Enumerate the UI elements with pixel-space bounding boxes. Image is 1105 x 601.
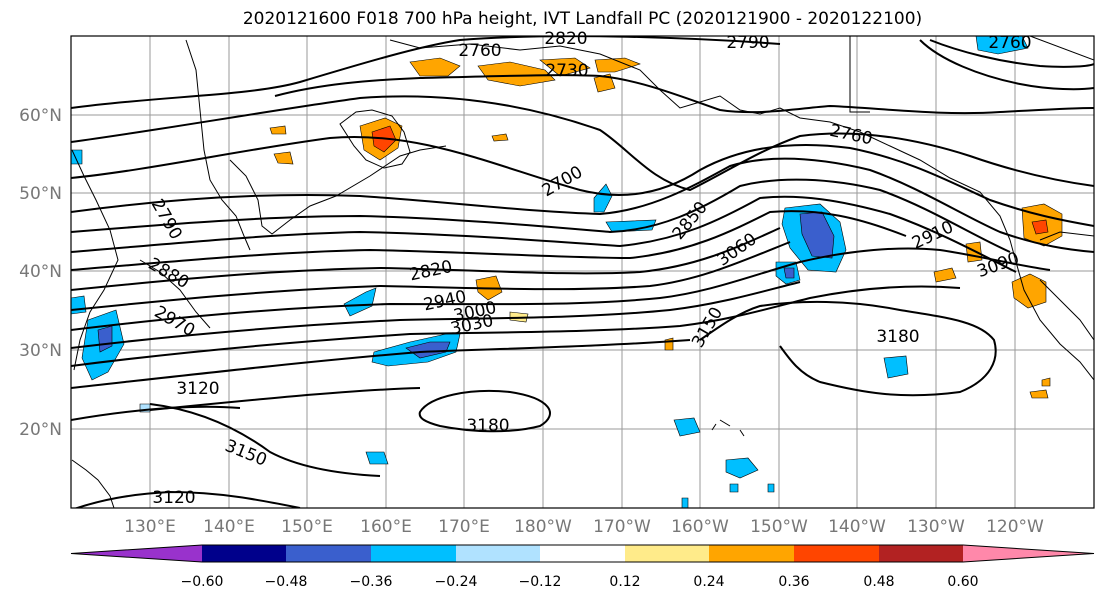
contour-label: 3120 [176,379,219,399]
colorbar-segment [540,545,625,562]
longitude-label: 150°W [750,517,808,537]
latitude-label: 40°N [19,262,62,282]
colorbar-segment [286,545,371,562]
latitude-label: 30°N [19,341,62,361]
latitude-label: 50°N [19,184,62,204]
contour-label: 2820 [544,29,587,49]
longitude-label: 130°W [907,517,965,537]
latitude-label: 60°N [19,106,62,126]
longitude-label: 140°W [828,517,886,537]
colorbar-tick-label: 0.48 [863,574,894,590]
colorbar-tick-labels: −0.60 −0.48 −0.36 −0.24 −0.12 0.12 0.24 … [181,574,979,590]
latitude-label: 20°N [19,420,62,440]
colorbar-segments [70,544,1095,563]
contour-label: 2730 [545,61,588,81]
colorbar-segment [202,545,286,562]
colorbar-segment [879,545,963,562]
longitude-label: 160°W [671,517,729,537]
contour-label: 3120 [152,488,195,508]
longitude-labels: 130°E 140°E 150°E 160°E 170°E 180°W 170°… [124,517,1044,537]
colorbar-segment [709,545,794,562]
colorbar-outline [70,544,1095,563]
colorbar-tick-label: 0.36 [778,574,809,590]
latitude-labels: 60°N 50°N 40°N 30°N 20°N [19,106,62,440]
longitude-label: 130°E [124,517,176,537]
contour-label: 3180 [466,416,509,436]
colorbar-tick-label: −0.48 [265,574,308,590]
colorbar-segment [625,545,709,562]
colorbar-segment [71,545,202,562]
longitude-label: 180°W [514,517,572,537]
longitude-label: 150°E [281,517,333,537]
colorbar-segment [371,545,456,562]
colorbar-tick-label: −0.36 [350,574,393,590]
longitude-label: 140°E [203,517,255,537]
colorbar-tick-label: −0.60 [181,574,224,590]
longitude-label: 160°E [360,517,412,537]
ivt-positive-shading [269,57,1063,399]
colorbar: −0.60 −0.48 −0.36 −0.24 −0.12 0.12 0.24 … [70,544,1095,590]
contour-label: 3180 [876,327,919,347]
contour-label: 2790 [726,33,769,53]
colorbar-tick-label: −0.24 [435,574,478,590]
map-frame [70,35,1095,509]
contour-label: 2760 [988,33,1031,53]
colorbar-tick-label: −0.12 [519,574,562,590]
colorbar-segment [456,545,540,562]
longitude-label: 120°W [986,517,1044,537]
colorbar-tick-label: 0.60 [947,574,978,590]
colorbar-tick-label: 0.24 [693,574,724,590]
height-contours [71,36,1094,508]
contour-label: 2760 [458,41,501,61]
longitude-label: 170°E [438,517,490,537]
colorbar-segment [963,545,1094,562]
colorbar-tick-label: 0.12 [609,574,640,590]
colorbar-segment [794,545,879,562]
map-title: 2020121600 F018 700 hPa height, IVT Land… [242,9,923,29]
longitude-label: 170°W [593,517,651,537]
